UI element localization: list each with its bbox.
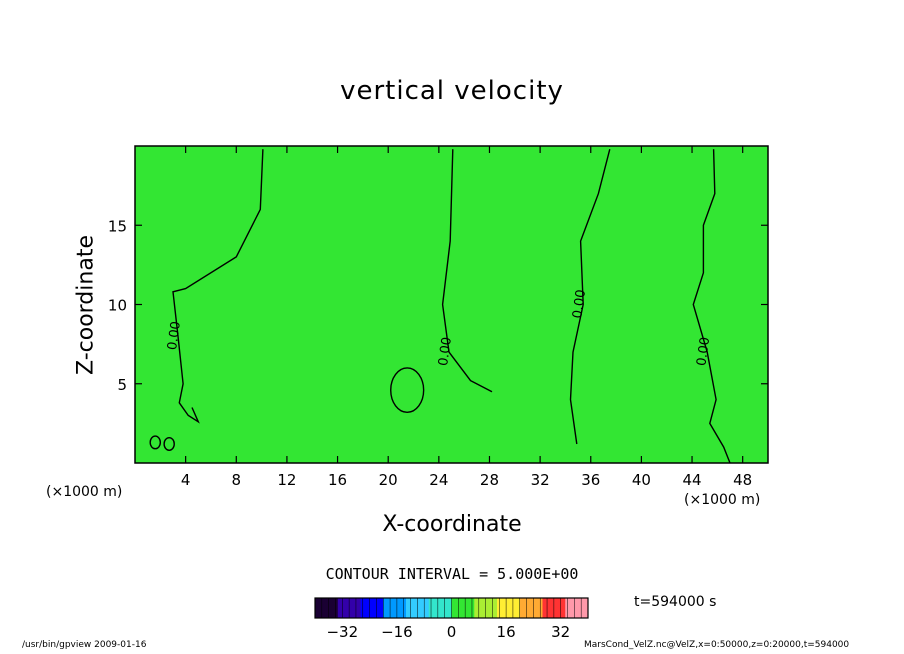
contour-label: 0.00	[694, 336, 713, 367]
colorbar-frame	[314, 597, 589, 619]
x-unit-label-left: (×1000 m)	[46, 484, 123, 500]
colorbar-segment	[315, 598, 339, 618]
x-tick-label: 16	[328, 471, 347, 489]
zero-contour-line	[172, 149, 264, 424]
colorbar-segment	[519, 598, 543, 618]
y-tick-label: 15	[108, 217, 127, 235]
x-tick-label: 8	[232, 471, 242, 489]
x-tick-label: 12	[277, 471, 296, 489]
zero-contour-line	[441, 149, 493, 393]
x-tick-label: 44	[682, 471, 701, 489]
footer-right: MarsCond_VelZ.nc@VelZ,x=0:50000,z=0:2000…	[584, 640, 850, 650]
x-tick-label: 28	[480, 471, 499, 489]
closed-contour	[163, 436, 175, 452]
colorbar-tick-label: 0	[447, 623, 457, 641]
y-tick-label: 10	[108, 297, 127, 315]
y-axis-label: Z-coordinate	[73, 235, 99, 375]
colorbar-tick-label: 32	[551, 623, 570, 641]
colorbar-tick-label: −32	[326, 623, 358, 641]
x-tick-label: 20	[379, 471, 398, 489]
time-label: t=594000 s	[634, 594, 717, 610]
x-tick-label: 40	[632, 471, 651, 489]
contour-interval-text: CONTOUR INTERVAL = 5.000E+00	[325, 565, 579, 583]
closed-contour	[390, 367, 425, 413]
contour-label: 0.00	[570, 289, 589, 320]
colorbar-segment	[383, 598, 407, 618]
x-tick-label: 4	[181, 471, 191, 489]
contour-label: 0.00	[165, 320, 184, 351]
zero-contour-line	[569, 149, 611, 445]
x-tick-label: 32	[531, 471, 550, 489]
x-unit-label-right: (×1000 m)	[684, 492, 761, 508]
colorbar-segment	[428, 598, 452, 618]
footer-left: /usr/bin/gpview 2009-01-16	[22, 640, 147, 650]
closed-contour	[149, 435, 162, 450]
x-tick-label: 24	[429, 471, 448, 489]
colorbar-tick-label: −16	[381, 623, 413, 641]
zero-contour-line	[692, 149, 731, 464]
x-axis-label: X-coordinate	[382, 512, 522, 537]
colorbar-segment	[565, 598, 589, 618]
chart-title: vertical velocity	[340, 76, 564, 106]
colorbar-segment	[451, 598, 475, 618]
colorbar-tick-label: 16	[497, 623, 516, 641]
colorbar-segment	[360, 598, 384, 618]
x-tick-label: 36	[581, 471, 600, 489]
colorbar-segment	[497, 598, 521, 618]
x-tick-label: 48	[733, 471, 752, 489]
y-tick-label: 5	[117, 376, 127, 394]
contour-label: 0.00	[436, 336, 455, 367]
